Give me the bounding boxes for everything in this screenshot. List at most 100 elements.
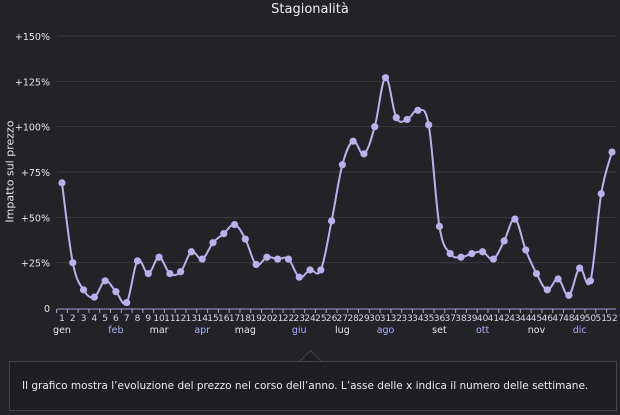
- x-tick-label: 2: [70, 314, 76, 324]
- data-point: [522, 246, 530, 254]
- x-tick-label: 37: [445, 314, 456, 324]
- chart-title: Stagionalità: [271, 2, 349, 17]
- x-tick-label: 50: [585, 314, 597, 324]
- x-tick-label: 47: [552, 314, 563, 324]
- x-tick-label: 33: [401, 314, 412, 324]
- x-tick-label: 6: [113, 314, 119, 324]
- x-tick-label: 7: [124, 314, 130, 324]
- data-point: [58, 179, 66, 187]
- data-point: [241, 235, 249, 243]
- x-tick-label: 1: [59, 314, 65, 324]
- y-tick-label: +150%: [15, 32, 50, 43]
- data-point: [468, 250, 476, 258]
- x-tick-label: 39: [466, 314, 478, 324]
- seasonality-chart: 0+25%+50%+75%+100%+125%+150%1 2 3 4 5 6 7 8 9 10 1…: [15, 32, 618, 336]
- month-label: ago: [377, 325, 395, 336]
- data-point: [478, 248, 487, 256]
- data-point: [123, 298, 131, 307]
- data-point: [90, 293, 98, 301]
- x-tick-label: 13: [186, 314, 197, 324]
- data-point: [489, 255, 497, 263]
- data-point: [435, 222, 444, 230]
- chart-caption: Il grafico mostra l’evoluzione del prezz…: [22, 380, 589, 392]
- x-tick-label: 19: [250, 314, 262, 324]
- data-point: [295, 273, 303, 281]
- data-point: [144, 269, 152, 278]
- data-point: [79, 286, 88, 294]
- x-tick-label: 10: [153, 314, 165, 324]
- month-label: mag: [235, 325, 256, 336]
- y-tick-label: +50%: [21, 213, 50, 224]
- data-point: [230, 220, 239, 229]
- x-tick-label: 12: [175, 314, 186, 324]
- x-tick-label: 41: [488, 314, 499, 324]
- x-tick-label: 35: [423, 314, 434, 324]
- x-tick-label: 49: [574, 314, 586, 324]
- data-point: [317, 266, 325, 274]
- chart-caption-box: Il grafico mostra l’evoluzione del prezz…: [9, 361, 617, 411]
- data-point: [554, 275, 562, 283]
- x-tick-label: 43: [509, 314, 520, 324]
- month-label: ott: [476, 325, 490, 336]
- data-point: [101, 277, 109, 285]
- x-tick-label: 31: [380, 314, 391, 324]
- month-label: apr: [194, 325, 210, 336]
- data-point: [576, 264, 584, 272]
- x-tick-label: 22: [283, 314, 294, 324]
- month-label: lug: [335, 325, 350, 336]
- data-point: [112, 288, 120, 296]
- data-point: [543, 286, 551, 294]
- series-line: [61, 76, 613, 305]
- x-tick-label: 45: [531, 314, 542, 324]
- x-tick-label: 52: [606, 314, 617, 324]
- data-point: [565, 291, 573, 299]
- data-point: [349, 137, 357, 145]
- data-point: [177, 268, 185, 276]
- x-tick-label: 44: [520, 314, 532, 324]
- x-tick-label: 23: [294, 314, 305, 324]
- x-tick-label: 48: [563, 314, 575, 324]
- data-point: [597, 190, 605, 198]
- x-tick-label: 18: [240, 314, 252, 324]
- x-tick-label: 27: [337, 314, 348, 324]
- data-point: [381, 74, 390, 82]
- x-tick-label: 11: [164, 314, 175, 324]
- data-point: [220, 230, 228, 238]
- data-point: [198, 255, 206, 263]
- month-label: mar: [150, 325, 169, 336]
- data-point: [532, 269, 541, 278]
- x-tick-label: 51: [595, 314, 606, 324]
- x-tick-label: 30: [369, 314, 381, 324]
- x-tick-label: 34: [412, 314, 424, 324]
- x-tick-label: 3: [81, 314, 87, 324]
- data-point: [284, 255, 293, 263]
- data-point: [446, 250, 454, 258]
- data-point: [338, 161, 346, 169]
- x-tick-label: 32: [391, 314, 402, 324]
- x-tick-label: 36: [434, 314, 446, 324]
- data-point: [392, 114, 400, 122]
- data-point: [371, 123, 379, 131]
- x-tick-label: 42: [498, 314, 509, 324]
- x-tick-label: 38: [455, 314, 467, 324]
- x-tick-label: 24: [304, 314, 316, 324]
- x-tick-label: 17: [229, 314, 240, 324]
- x-tick-label: 9: [145, 314, 151, 324]
- data-point: [263, 253, 271, 261]
- data-point: [306, 266, 314, 274]
- x-tick-label: 25: [315, 314, 326, 324]
- data-point: [500, 237, 508, 245]
- month-label: nov: [528, 325, 546, 336]
- data-point: [133, 257, 142, 265]
- data-point: [155, 253, 163, 261]
- x-tick-label: 46: [542, 314, 554, 324]
- x-tick-label: 4: [91, 314, 97, 324]
- x-tick-label: 29: [358, 314, 370, 324]
- data-point: [328, 217, 336, 225]
- data-point: [166, 269, 174, 278]
- x-tick-label: 5: [102, 314, 108, 324]
- y-tick-label: +125%: [15, 77, 50, 88]
- y-axis-label: Impatto sul prezzo: [3, 120, 17, 223]
- x-tick-label: 40: [477, 314, 489, 324]
- data-point: [274, 255, 282, 263]
